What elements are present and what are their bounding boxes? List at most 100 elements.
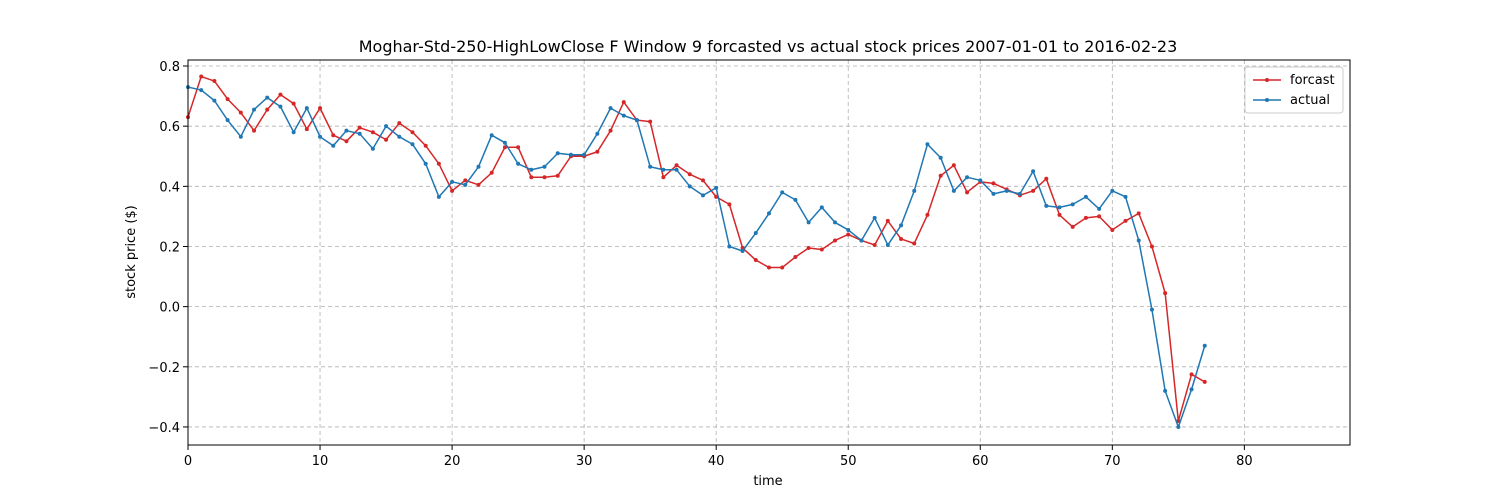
data-point-actual <box>436 194 441 199</box>
data-point-actual <box>978 178 983 183</box>
data-point-actual <box>238 134 243 139</box>
data-point-actual <box>991 191 996 196</box>
data-point-forcast <box>1202 379 1207 384</box>
data-point-actual <box>291 130 296 135</box>
data-point-actual <box>450 179 455 184</box>
data-point-forcast <box>1097 214 1102 219</box>
y-tick-label: 0.8 <box>159 60 180 75</box>
data-point-actual <box>199 88 204 93</box>
data-point-forcast <box>648 119 653 124</box>
data-point-actual <box>357 131 362 136</box>
y-tick-label: 0.2 <box>159 240 180 255</box>
data-point-forcast <box>212 79 217 84</box>
data-point-forcast <box>436 161 441 166</box>
data-point-forcast <box>555 173 560 178</box>
legend-label-forcast: forcast <box>1290 73 1335 88</box>
data-point-actual <box>872 215 877 220</box>
data-point-forcast <box>1189 372 1194 377</box>
legend-label-actual: actual <box>1290 93 1330 108</box>
data-point-actual <box>1070 202 1075 207</box>
data-point-actual <box>621 113 626 118</box>
data-point-forcast <box>965 190 970 195</box>
data-point-actual <box>1031 169 1036 174</box>
data-point-actual <box>397 134 402 139</box>
data-point-forcast <box>225 97 230 102</box>
data-point-forcast <box>1123 218 1128 223</box>
y-tick-label: −0.2 <box>148 361 180 376</box>
data-point-actual <box>1097 206 1102 211</box>
data-point-actual <box>304 106 309 111</box>
data-point-actual <box>767 211 771 216</box>
data-point-forcast <box>819 247 824 252</box>
data-point-forcast <box>370 130 375 135</box>
data-point-forcast <box>1083 215 1088 220</box>
data-point-actual <box>410 142 415 147</box>
data-point-forcast <box>331 133 336 138</box>
data-point-forcast <box>806 245 811 250</box>
data-point-actual <box>1004 188 1009 193</box>
data-point-actual <box>965 175 970 180</box>
data-point-actual <box>912 188 917 193</box>
data-point-forcast <box>252 128 257 133</box>
data-point-actual <box>793 197 798 202</box>
legend-marker-actual <box>1265 98 1269 102</box>
y-tick-label: 0.4 <box>159 180 180 195</box>
data-point-forcast <box>899 236 904 241</box>
data-point-forcast <box>1110 227 1115 232</box>
data-point-actual <box>1110 188 1115 193</box>
data-point-actual <box>819 205 824 210</box>
data-point-forcast <box>516 145 521 150</box>
data-point-forcast <box>661 175 666 180</box>
data-point-actual <box>252 107 257 112</box>
data-point-forcast <box>384 137 389 142</box>
data-point-actual <box>265 95 270 100</box>
data-point-actual <box>885 242 890 247</box>
data-point-forcast <box>463 178 468 183</box>
data-point-actual <box>595 131 600 136</box>
data-point-forcast <box>450 188 455 193</box>
data-point-forcast <box>476 182 481 187</box>
data-point-actual <box>1189 387 1194 392</box>
x-tick-label: 20 <box>444 454 461 469</box>
data-point-forcast <box>885 218 890 223</box>
data-point-actual <box>608 106 613 111</box>
x-tick-label: 60 <box>972 454 989 469</box>
data-point-forcast <box>238 110 243 115</box>
data-point-actual <box>859 238 864 243</box>
data-point-forcast <box>318 106 323 111</box>
data-point-forcast <box>502 145 507 150</box>
data-point-actual <box>833 220 838 225</box>
data-point-forcast <box>1149 244 1154 249</box>
data-point-forcast <box>529 175 534 180</box>
grid <box>187 60 1350 445</box>
data-point-actual <box>1176 424 1181 429</box>
data-point-actual <box>687 184 692 189</box>
data-point-forcast <box>1044 176 1049 181</box>
legend: forcast actual <box>1244 66 1344 114</box>
data-point-actual <box>225 118 230 123</box>
data-point-actual <box>753 230 758 235</box>
data-point-forcast <box>753 258 758 263</box>
data-point-actual <box>700 193 705 198</box>
plot-frame <box>187 59 1351 446</box>
data-point-forcast <box>938 173 943 178</box>
data-point-actual <box>529 167 534 172</box>
x-tick-label: 80 <box>1236 454 1253 469</box>
data-point-forcast <box>793 255 798 260</box>
data-point-forcast <box>489 170 494 175</box>
data-point-forcast <box>700 178 705 183</box>
data-point-forcast <box>925 212 930 217</box>
data-point-actual <box>489 133 494 138</box>
data-point-forcast <box>991 181 996 186</box>
data-point-actual <box>727 244 732 249</box>
data-point-forcast <box>1070 224 1075 229</box>
data-point-forcast <box>780 265 785 270</box>
data-point-actual <box>542 164 547 169</box>
data-point-forcast <box>1163 291 1168 296</box>
data-point-forcast <box>767 265 771 270</box>
data-point-actual <box>423 161 428 166</box>
data-point-actual <box>582 152 587 157</box>
data-point-forcast <box>291 101 296 106</box>
x-tick-label: 40 <box>708 454 725 469</box>
legend-box <box>1244 66 1344 114</box>
